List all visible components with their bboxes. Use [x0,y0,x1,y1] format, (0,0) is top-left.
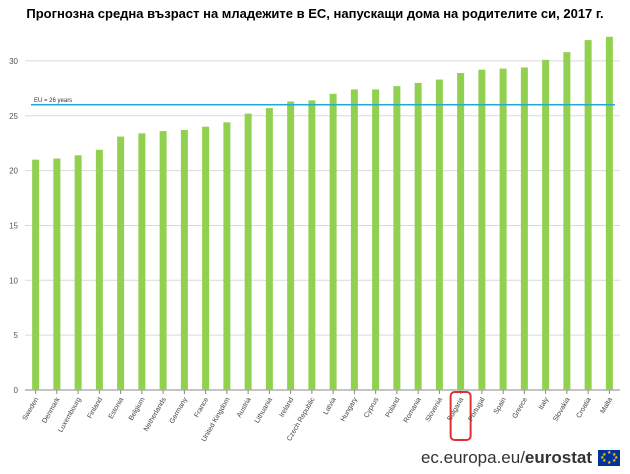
x-tick-label: Lithuania [254,396,274,424]
x-tick-label: Luxembourg [57,396,83,433]
bar-netherlands [159,131,167,390]
bar-denmark [53,158,61,390]
x-tick-label: Netherlands [143,396,168,433]
x-tick-label: Malta [599,396,614,414]
bar-slovakia [563,52,571,391]
chart-title: Прогнозна средна възраст на младежите в … [26,6,604,21]
x-tick-label: Ireland [279,396,296,418]
bar-sweden [32,159,40,390]
x-tick-label: Estonia [108,396,126,420]
bar-germany [180,130,188,390]
bar-estonia [117,136,125,390]
bar-bulgaria [457,72,465,390]
x-tick-label: Romania [403,396,423,424]
x-tick-label: Italy [538,396,551,411]
x-tick-label: Slovakia [552,396,571,423]
x-tick-label: Slovenia [425,396,445,423]
eurostat-brand: eurostat [524,448,592,467]
source-credit[interactable]: ec.europa.eu/eurostat [421,448,592,468]
x-tick-label: Germany [169,396,190,425]
x-tick-label: Denmark [41,396,62,425]
x-tick-label: Greece [512,396,530,419]
x-tick-label: France [193,396,210,418]
x-tick-label: Cyprus [363,396,380,419]
bar-austria [244,113,252,391]
bar-france [202,126,210,391]
bar-slovenia [435,79,443,390]
x-tick-label: Finland [87,396,105,419]
bar-croatia [584,40,592,391]
x-tick-label: Sweden [22,396,41,421]
y-tick-label: 15 [9,221,18,230]
bar-poland [393,86,401,390]
bar-cyprus [372,89,380,391]
bar-ireland [287,101,295,390]
x-tick-label: Croatia [576,396,593,419]
eu-reference-label: EU = 26 years [34,98,72,104]
x-tick-label: Spain [493,396,508,415]
x-tick-label: Belgium [128,396,147,422]
bar-greece [520,67,528,390]
bar-italy [542,59,550,390]
y-tick-label: 10 [9,276,18,285]
bar-hungary [350,89,358,391]
bar-lithuania [265,108,273,390]
y-tick-label: 0 [14,386,19,395]
y-tick-label: 5 [14,331,19,340]
bar-romania [414,82,422,391]
y-tick-label: 20 [9,167,18,176]
y-tick-label: 30 [9,57,18,66]
highlight-box-bulgaria [449,391,472,441]
bar-luxembourg [74,155,82,390]
bar-portugal [478,69,486,390]
x-tick-label: Latvia [322,396,337,416]
bar-czech-republic [308,100,316,391]
source-url: ec.europa.eu/ [420,448,525,467]
y-tick-label: 25 [9,112,18,121]
bar-finland [95,149,103,390]
bar-united-kingdom [223,122,231,391]
x-tick-label: Austria [236,396,253,418]
bar-belgium [138,133,146,391]
bar-malta [605,36,613,390]
footer: ec.europa.eu/eurostat ★ ★ ★ ★ ★ ★ ★ ★ [421,448,620,468]
bar-spain [499,68,507,390]
x-tick-label: Hungary [340,396,360,423]
bar-latvia [329,93,337,391]
x-tick-label: Poland [385,396,402,418]
eu-flag-icon: ★ ★ ★ ★ ★ ★ ★ ★ [598,450,620,466]
x-tick-label: Bulgaria [446,396,465,422]
